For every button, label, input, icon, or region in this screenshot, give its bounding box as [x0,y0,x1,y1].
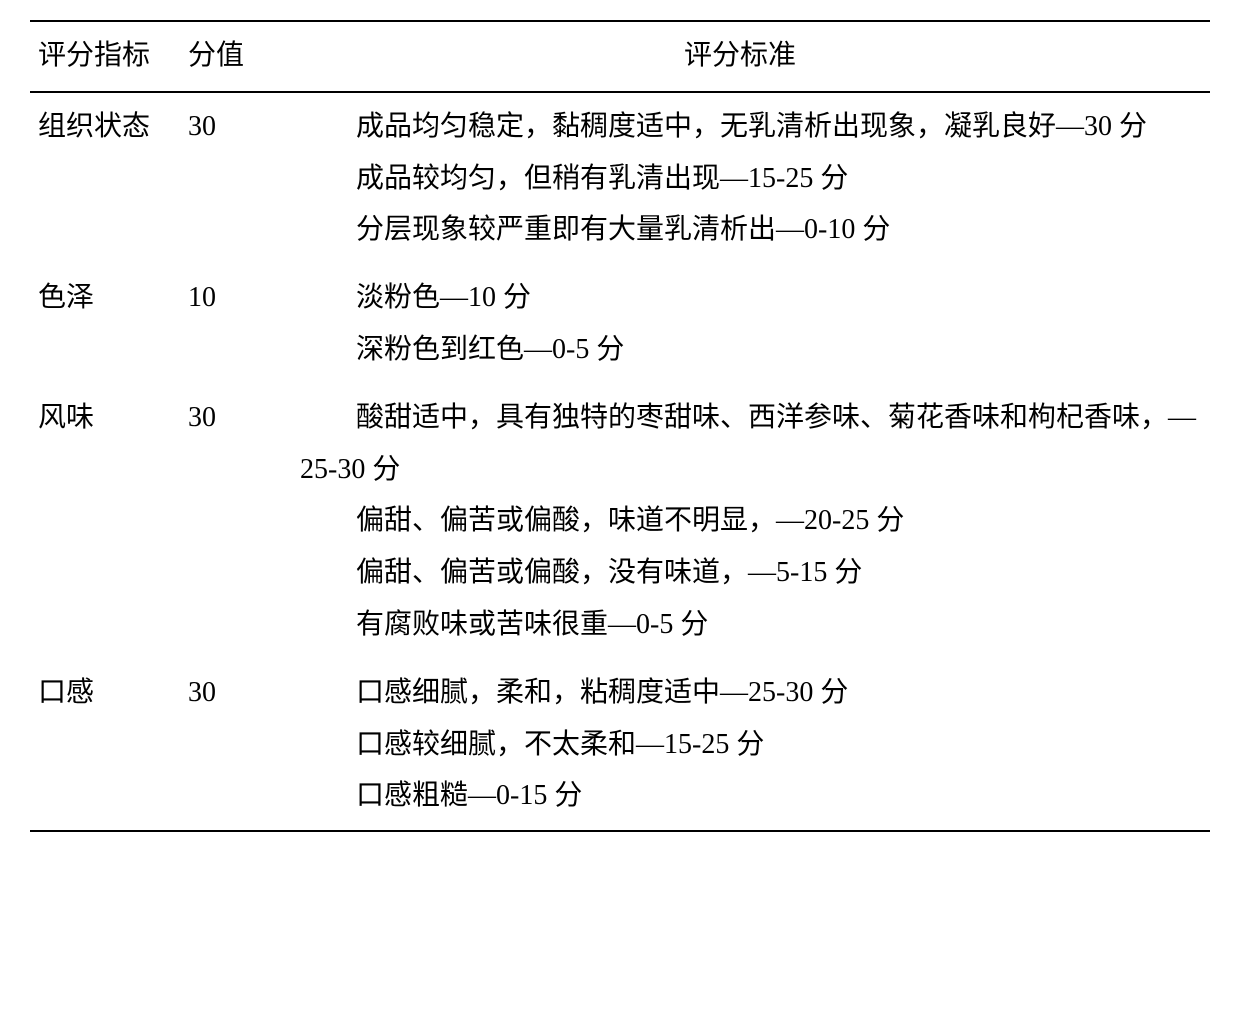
criteria-text: 分层现象较严重即有大量乳清析出—0-10 分 [300,204,1202,256]
table-row: 口感 30 口感细腻，柔和，粘稠度适中—25-30 分 口感较细腻，不太柔和—1… [30,659,1210,831]
cell-indicator: 口感 [30,659,180,831]
cell-indicator: 色泽 [30,264,180,384]
table-row: 风味 30 酸甜适中，具有独特的枣甜味、西洋参味、菊花香味和枸杞香味，—25-3… [30,384,1210,659]
criteria-text: 偏甜、偏苦或偏酸，味道不明显，—20-25 分 [300,495,1202,547]
scoring-table: 评分指标 分值 评分标准 组织状态 30 成品均匀稳定，黏稠度适中，无乳清析出现… [30,20,1210,832]
table-row: 色泽 10 淡粉色—10 分 深粉色到红色—0-5 分 [30,264,1210,384]
criteria-text: 偏甜、偏苦或偏酸，没有味道，—5-15 分 [300,547,1202,599]
criteria-text: 口感粗糙—0-15 分 [300,770,1202,822]
criteria-text: 有腐败味或苦味很重—0-5 分 [300,599,1202,651]
criteria-text: 口感较细腻，不太柔和—15-25 分 [300,719,1202,771]
table-header-row: 评分指标 分值 评分标准 [30,21,1210,92]
cell-score: 30 [180,659,270,831]
cell-score: 30 [180,384,270,659]
cell-score: 10 [180,264,270,384]
cell-criteria: 酸甜适中，具有独特的枣甜味、西洋参味、菊花香味和枸杞香味，—25-30 分 偏甜… [270,384,1210,659]
header-criteria: 评分标准 [270,21,1210,92]
criteria-text: 口感细腻，柔和，粘稠度适中—25-30 分 [300,667,1202,719]
criteria-text: 酸甜适中，具有独特的枣甜味、西洋参味、菊花香味和枸杞香味，—25-30 分 [300,392,1202,496]
header-indicator: 评分指标 [30,21,180,92]
criteria-text: 深粉色到红色—0-5 分 [300,324,1202,376]
table-body: 组织状态 30 成品均匀稳定，黏稠度适中，无乳清析出现象，凝乳良好—30 分 成… [30,92,1210,831]
cell-score: 30 [180,92,270,264]
cell-criteria: 淡粉色—10 分 深粉色到红色—0-5 分 [270,264,1210,384]
criteria-text: 淡粉色—10 分 [300,272,1202,324]
criteria-text: 成品均匀稳定，黏稠度适中，无乳清析出现象，凝乳良好—30 分 [300,101,1202,153]
header-score: 分值 [180,21,270,92]
cell-criteria: 成品均匀稳定，黏稠度适中，无乳清析出现象，凝乳良好—30 分 成品较均匀，但稍有… [270,92,1210,264]
cell-indicator: 组织状态 [30,92,180,264]
cell-criteria: 口感细腻，柔和，粘稠度适中—25-30 分 口感较细腻，不太柔和—15-25 分… [270,659,1210,831]
table-row: 组织状态 30 成品均匀稳定，黏稠度适中，无乳清析出现象，凝乳良好—30 分 成… [30,92,1210,264]
cell-indicator: 风味 [30,384,180,659]
criteria-text: 成品较均匀，但稍有乳清出现—15-25 分 [300,153,1202,205]
